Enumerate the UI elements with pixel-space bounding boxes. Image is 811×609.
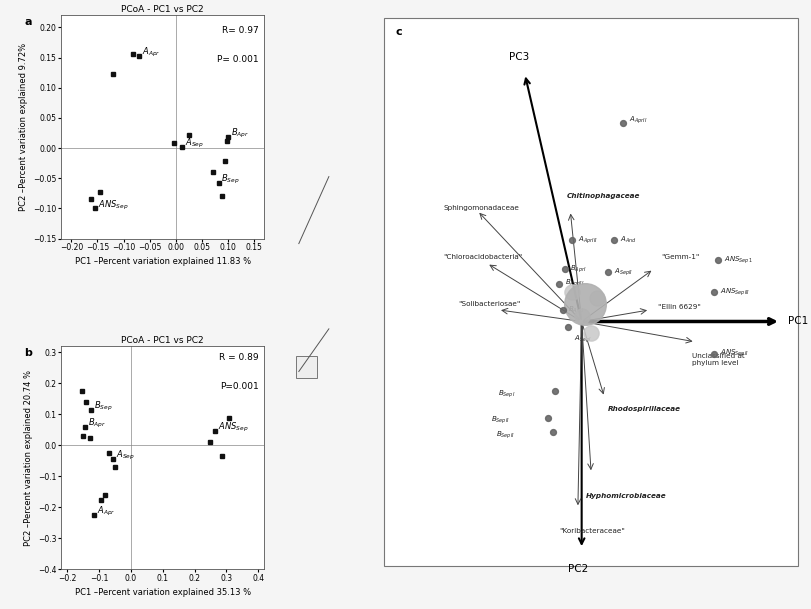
Point [557, 264, 570, 274]
Point [565, 287, 578, 297]
Text: "Solibacteriosae": "Solibacteriosae" [457, 301, 520, 307]
Text: a: a [24, 18, 32, 27]
Point [574, 311, 587, 320]
Text: Chitinophagaceae: Chitinophagaceae [566, 193, 639, 199]
Point [540, 413, 553, 423]
Text: $A_{SepII}$: $A_{SepII}$ [613, 266, 633, 278]
Point [556, 305, 569, 315]
Text: PC2: PC2 [567, 563, 587, 574]
Text: $B_{Apr}$: $B_{Apr}$ [230, 127, 249, 140]
Point [590, 294, 603, 303]
Title: PCoA - PC1 vs PC2: PCoA - PC1 vs PC2 [121, 336, 204, 345]
Text: $ANS_{SepII}$: $ANS_{SepII}$ [719, 348, 748, 359]
Point [707, 287, 720, 297]
Point [565, 235, 578, 245]
Point [607, 235, 620, 245]
Point [561, 322, 574, 332]
Text: $B_{AprIII}$: $B_{AprIII}$ [564, 278, 583, 289]
Text: Hyphomicrobiaceae: Hyphomicrobiaceae [585, 493, 665, 499]
Text: R= 0.97: R= 0.97 [221, 26, 258, 35]
Y-axis label: PC2 –Percent variation explained 9.72%: PC2 –Percent variation explained 9.72% [19, 43, 28, 211]
Text: PC1: PC1 [787, 317, 808, 326]
Point [616, 118, 629, 128]
Point [584, 328, 597, 338]
Text: $A_{Apr}$: $A_{Apr}$ [142, 46, 161, 59]
Point [601, 267, 614, 276]
Point [578, 299, 591, 309]
Text: b: b [24, 348, 32, 358]
Text: "Gemm-1": "Gemm-1" [660, 255, 699, 260]
Text: $B_{Sep}$: $B_{Sep}$ [221, 173, 239, 186]
Text: $A_{AprII}$: $A_{AprII}$ [629, 114, 646, 126]
Text: $ANS_{Sep}$: $ANS_{Sep}$ [97, 199, 128, 211]
Title: PCoA - PC1 vs PC2: PCoA - PC1 vs PC2 [121, 5, 204, 15]
Text: Unclassified at
phylum level: Unclassified at phylum level [691, 353, 744, 366]
Text: P= 0.001: P= 0.001 [217, 55, 258, 65]
Point [711, 255, 724, 265]
Text: $ANS_{Sep1}$: $ANS_{Sep1}$ [723, 255, 752, 266]
Text: $ANS_{Sep}$: $ANS_{Sep}$ [217, 421, 248, 434]
Text: "Ellin 6629": "Ellin 6629" [657, 304, 700, 310]
Text: $ANS_{SepIII}$: $ANS_{SepIII}$ [719, 287, 749, 298]
Text: Sphingomonadaceae: Sphingomonadaceae [443, 205, 518, 211]
Point [546, 428, 559, 437]
Text: $A_{AprIII}$: $A_{AprIII}$ [577, 234, 597, 245]
Text: "Chloroacidobacteria": "Chloroacidobacteria" [443, 255, 521, 260]
Text: R = 0.89: R = 0.89 [218, 353, 258, 362]
Text: Rhodospirillaceae: Rhodospirillaceae [607, 406, 680, 412]
X-axis label: PC1 –Percent variation explained 11.83 %: PC1 –Percent variation explained 11.83 % [75, 258, 251, 266]
Text: $B_{SepII}$: $B_{SepII}$ [496, 429, 514, 441]
Text: $A_{SepI}$: $A_{SepI}$ [573, 333, 591, 345]
Text: P=0.001: P=0.001 [219, 382, 258, 391]
Text: $A_{And}$: $A_{And}$ [619, 234, 636, 245]
Text: $B_{SepII}$: $B_{SepII}$ [490, 415, 508, 426]
Point [548, 387, 561, 396]
Point [551, 279, 564, 289]
Text: $B_{AprI}$: $B_{AprI}$ [569, 263, 586, 275]
Text: $B_{Apr}$: $B_{Apr}$ [88, 417, 105, 430]
Point [707, 349, 720, 359]
Y-axis label: PC2 –Percent variation explained 20.74 %: PC2 –Percent variation explained 20.74 % [24, 370, 32, 546]
Text: "Koribacteraceae": "Koribacteraceae" [558, 529, 624, 535]
X-axis label: PC1 –Percent variation explained 35.13 %: PC1 –Percent variation explained 35.13 % [75, 588, 251, 597]
Text: c: c [395, 27, 402, 37]
Text: $A_{Apr}$: $A_{Apr}$ [97, 505, 116, 518]
Text: $A_{Sep}$: $A_{Sep}$ [185, 137, 204, 150]
Text: $A_{Sep}$: $A_{Sep}$ [116, 449, 135, 462]
Text: PC3: PC3 [508, 52, 529, 62]
Text: $B_{And}$: $B_{And}$ [568, 304, 584, 315]
Text: $B_{SepI}$: $B_{SepI}$ [498, 389, 515, 400]
Text: $B_{Sep}$: $B_{Sep}$ [94, 400, 112, 413]
